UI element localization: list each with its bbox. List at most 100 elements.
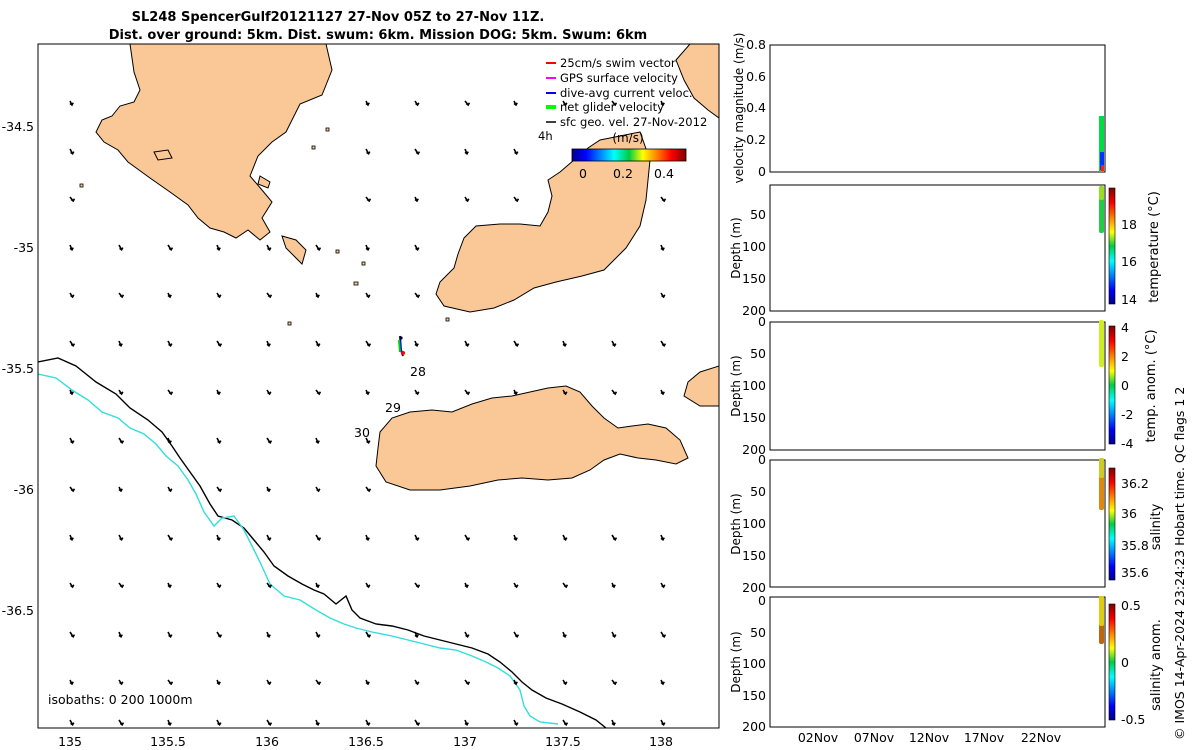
sal-ylabel: Depth (m) [729, 493, 743, 554]
time-xtick-2: 12Nov [909, 730, 950, 745]
sfc-velocity-arrow [513, 100, 518, 107]
sal-ytick-0: 0 [758, 452, 766, 467]
sfc-velocity-arrow [315, 582, 320, 589]
sfc-velocity-arrow [167, 340, 173, 347]
isobath-200m [38, 357, 607, 728]
sfc-velocity-arrow [660, 244, 665, 251]
sfc-velocity-arrow [118, 534, 124, 541]
sfc-velocity-arrow [414, 679, 420, 686]
chart-title-line1: SL248 SpencerGulf20121127 27-Nov 05Z to … [132, 10, 545, 25]
sfc-velocity-arrow [216, 582, 222, 589]
map-xtick-1: 135.5 [150, 734, 186, 749]
copyright-note: © IMOS 14-Apr-2024 23:24:23 Hobart time.… [1172, 387, 1187, 740]
sfc-velocity-arrow [611, 679, 618, 686]
sfc-velocity-arrow [315, 292, 320, 299]
sfc-velocity-arrow [167, 631, 173, 638]
sfc-velocity-arrow [315, 679, 322, 686]
sfc-velocity-arrow [216, 340, 223, 347]
sfc-velocity-arrow [414, 292, 421, 299]
sfc-velocity-arrow [414, 244, 420, 251]
sfc-velocity-arrow [118, 340, 123, 347]
sfc-velocity-arrow [414, 389, 420, 396]
legend-net-glider-velocity: net glider velocity [560, 100, 664, 114]
sfc-velocity-arrow [216, 719, 222, 726]
temp-ytick-100: 100 [742, 239, 766, 254]
sfc-velocity-arrow [69, 582, 75, 589]
map-ytick-4: -36.5 [2, 603, 34, 618]
glider-track [398, 335, 405, 357]
sfc-velocity-arrow [216, 631, 223, 638]
sfc-velocity-arrow [266, 292, 273, 299]
time-xtick-1: 07Nov [854, 730, 895, 745]
sfc-velocity-arrow [118, 719, 125, 726]
land-eyre-peninsula [95, 44, 333, 241]
colorbar-tick-1: 0.2 [613, 166, 633, 181]
sfc-velocity-arrow [69, 437, 75, 444]
sfc-velocity-arrow [69, 631, 76, 638]
temp-ytick-150: 150 [742, 271, 766, 286]
sfc-velocity-arrow [118, 486, 123, 493]
sfc-velocity-arrow [660, 679, 665, 686]
sfc-velocity-arrow [513, 534, 518, 541]
vel-ytick-4: 0.8 [746, 37, 766, 52]
velocity-data-blue [1100, 152, 1104, 170]
sfc-velocity-arrow [69, 100, 74, 107]
temp-cbar-14: 14 [1121, 292, 1137, 307]
temperature-colorbar [1108, 187, 1116, 305]
sfc-velocity-arrow [266, 244, 272, 251]
map-xtick-0: 135 [58, 734, 82, 749]
sanom-ytick-50: 50 [750, 625, 766, 640]
sfc-velocity-arrow [464, 148, 469, 155]
vel-ytick-2: 0.4 [746, 100, 766, 115]
temp-anom-panel: 0 50 100 150 200 Depth (m) -4 -2 0 2 4 t… [729, 314, 1159, 457]
sfc-velocity-arrow [315, 244, 322, 251]
sfc-velocity-arrow [69, 534, 74, 541]
land-yorke-peninsula [435, 131, 651, 313]
sfc-velocity-arrow [266, 679, 272, 686]
day-label-30: 30 [354, 425, 370, 440]
sfc-velocity-arrow [167, 486, 173, 493]
time-xtick-4: 22Nov [1021, 730, 1062, 745]
sfc-velocity-arrow [464, 389, 471, 396]
temp-ytick-200: 200 [742, 303, 766, 318]
time-x-ticks: 02Nov 07Nov 12Nov 17Nov 22Nov [798, 730, 1062, 745]
sfc-velocity-arrow [464, 582, 469, 589]
map-legend: 25cm/s swim vector GPS surface velocity … [538, 56, 707, 181]
velocity-data-red [1101, 165, 1104, 171]
sfc-velocity-arrow [414, 719, 421, 726]
map-xtick-3: 136.5 [348, 734, 384, 749]
tanom-cbar-m2: -2 [1121, 407, 1133, 422]
vel-ytick-1: 0.2 [746, 132, 766, 147]
sfc-velocity-arrow [266, 631, 271, 638]
time-xtick-0: 02Nov [798, 730, 839, 745]
tanom-cbar-m4: -4 [1121, 436, 1134, 451]
sfc-velocity-arrow [365, 534, 370, 541]
sanom-cbar-label: salinity anom. [1149, 619, 1164, 711]
sfc-velocity-arrow [365, 292, 371, 299]
sfc-velocity-arrow [414, 340, 419, 347]
temp-cbar-16: 16 [1121, 254, 1137, 269]
sal-ytick-50: 50 [750, 484, 766, 499]
sal-anom-panel: 0 50 100 150 200 Depth (m) -0.5 0 0.5 sa… [729, 593, 1164, 734]
sanom-ytick-200: 200 [742, 719, 766, 734]
chart-title-line2: Dist. over ground: 5km. Dist. swum: 6km.… [109, 28, 647, 43]
sfc-velocity-arrow [611, 534, 618, 541]
temp-ylabel: Depth (m) [729, 217, 743, 278]
sfc-velocity-arrow [365, 679, 370, 686]
vel-ytick-3: 0.6 [746, 69, 766, 84]
sfc-geo-velocity-arrows [69, 100, 667, 726]
sfc-velocity-arrow [266, 719, 273, 726]
sal-cbar-label: salinity [1149, 503, 1164, 550]
temp-cbar-18: 18 [1121, 217, 1137, 232]
sal-ytick-100: 100 [742, 516, 766, 531]
sfc-velocity-arrow [365, 486, 372, 493]
sfc-velocity-arrow [414, 631, 419, 638]
sfc-velocity-arrow [660, 582, 666, 589]
tanom-cbar-4: 4 [1121, 320, 1129, 335]
tanom-ytick-50: 50 [750, 346, 766, 361]
sfc-velocity-arrow [216, 292, 222, 299]
sfc-velocity-arrow [315, 389, 322, 396]
sfc-velocity-arrow [414, 148, 421, 155]
sfc-velocity-arrow [118, 292, 125, 299]
